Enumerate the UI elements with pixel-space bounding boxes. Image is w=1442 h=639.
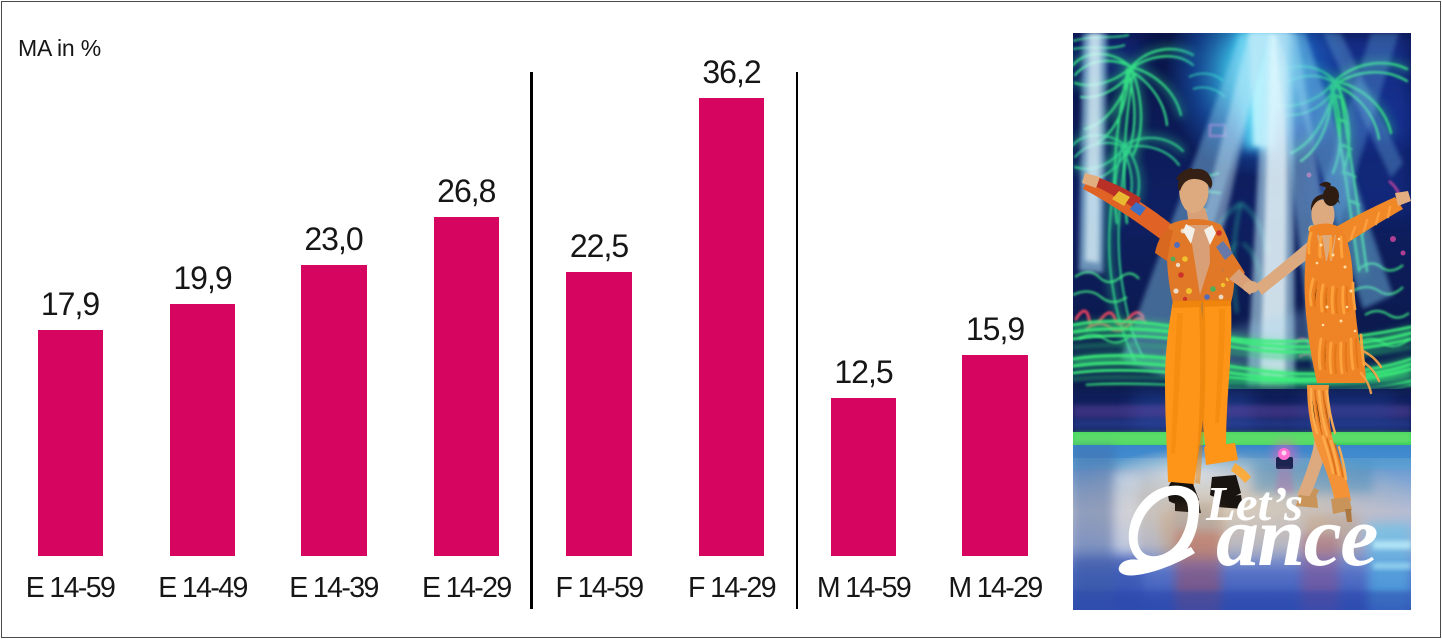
svg-text:ance: ance (1216, 488, 1377, 584)
svg-text:Let’s: Let’s (1205, 476, 1303, 531)
